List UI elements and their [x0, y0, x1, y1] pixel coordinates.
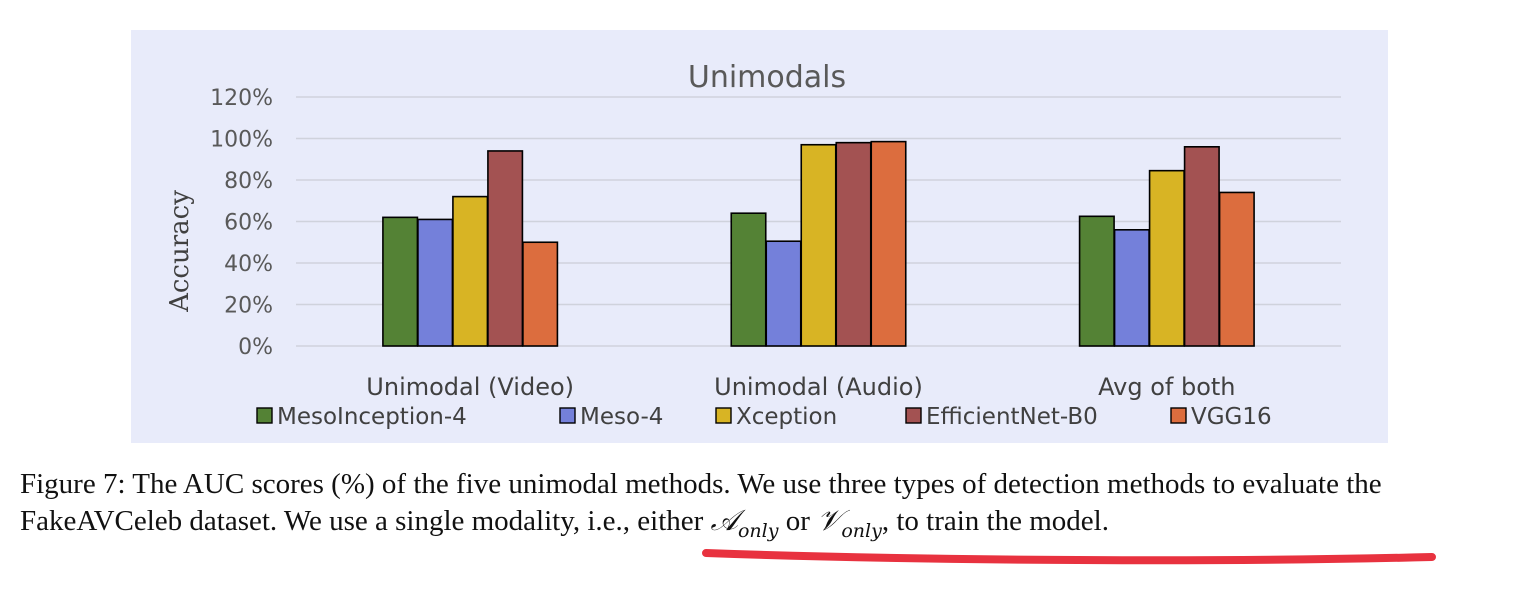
bar-xception-0 — [452, 195, 489, 347]
legend-swatch-1 — [559, 407, 576, 424]
red-underline-stroke — [702, 549, 1436, 565]
bar-efficientnet-b0-2 — [1183, 146, 1220, 347]
y-tick-label: 60% — [224, 211, 273, 236]
math-video-only: 𝒱only — [817, 503, 882, 542]
x-category-label: Unimodal (Video) — [366, 373, 574, 401]
bar-vgg16-2 — [1218, 191, 1255, 347]
x-category-label: Avg of both — [1098, 373, 1235, 401]
bar-efficientnet-b0-1 — [835, 141, 872, 347]
caption-prefix: Figure 7: The AUC scores (%) of the five… — [20, 468, 1382, 537]
caption-suffix: the model. — [979, 505, 1109, 537]
math-audio-only: 𝒜only — [710, 503, 779, 542]
y-tick-label: 0% — [238, 335, 273, 360]
legend-swatch-4 — [1170, 407, 1187, 424]
legend-entry-1: Meso-4 — [580, 404, 663, 430]
legend-entry-2: Xception — [736, 404, 837, 430]
bar-efficientnet-b0-0 — [487, 150, 524, 347]
y-tick-label: 80% — [224, 169, 273, 194]
bar-meso-4-0 — [417, 218, 454, 347]
math-audio-subscript: only — [737, 519, 779, 542]
x-category-label: Unimodal (Audio) — [714, 373, 923, 401]
bar-mesoinception-4-2 — [1078, 215, 1115, 347]
figure-caption: Figure 7: The AUC scores (%) of the five… — [20, 466, 1510, 549]
legend-swatch-3 — [905, 407, 922, 424]
y-tick-label: 100% — [210, 128, 273, 153]
bar-mesoinception-4-0 — [382, 216, 419, 347]
legend-entry-3: EfficientNet-B0 — [926, 404, 1098, 430]
math-audio-symbol: 𝒜 — [710, 503, 738, 537]
bar-xception-1 — [800, 143, 837, 347]
bar-meso-4-1 — [765, 240, 802, 347]
y-tick-label: 20% — [224, 294, 273, 319]
bar-meso-4-2 — [1113, 229, 1150, 347]
math-video-subscript: only — [841, 519, 882, 542]
caption-highlighted: a single modality, i.e., either 𝒜only or… — [374, 503, 980, 542]
caption-highlighted-end: , to train — [881, 505, 980, 537]
legend-entry-4: VGG16 — [1191, 404, 1272, 430]
legend-swatch-0 — [256, 407, 273, 424]
y-tick-label: 120% — [210, 86, 273, 111]
bar-chart: Unimodals 0% 20% 40% 60% 80% 100% 120% Accuracy U… — [165, 60, 1341, 430]
y-tick-label: 40% — [224, 252, 273, 277]
math-video-symbol: 𝒱 — [817, 503, 842, 537]
chart-panel: Unimodals 0% 20% 40% 60% 80% 100% 120% Accuracy U… — [131, 30, 1388, 443]
bar-vgg16-0 — [522, 241, 559, 347]
legend-entry-0: MesoInception-4 — [277, 404, 467, 430]
caption-or: or — [778, 505, 818, 537]
caption-highlighted-text: a single modality, i.e., either — [374, 505, 711, 537]
chart-title: Unimodals — [688, 60, 846, 95]
legend-swatch-2 — [715, 407, 732, 424]
bar-vgg16-1 — [870, 140, 907, 347]
bar-mesoinception-4-1 — [730, 212, 767, 347]
y-axis-label: Accuracy — [165, 190, 195, 313]
bar-xception-2 — [1148, 169, 1185, 347]
